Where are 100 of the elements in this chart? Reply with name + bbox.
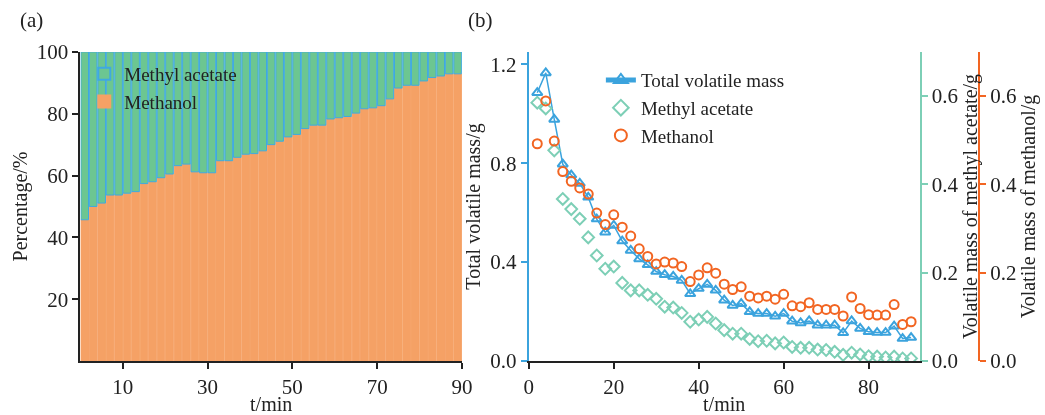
point	[624, 244, 637, 254]
point	[691, 312, 706, 327]
point	[735, 281, 747, 293]
point	[768, 310, 782, 320]
y-tick-label: 100	[36, 40, 69, 65]
x-tick-label: 0	[523, 375, 535, 400]
point	[726, 299, 739, 309]
point	[701, 262, 713, 274]
point	[846, 291, 858, 303]
y-tick-label: 0.0	[490, 349, 517, 374]
point	[794, 317, 807, 327]
x-tick-label: 90	[451, 375, 473, 400]
y-tick-label: 1.2	[490, 52, 517, 77]
point	[836, 327, 850, 337]
point	[564, 202, 579, 216]
legend-label: Methanol	[124, 91, 198, 113]
point	[640, 287, 655, 302]
point	[684, 276, 696, 288]
point	[625, 230, 637, 242]
point	[905, 316, 917, 328]
point	[904, 351, 918, 362]
point	[684, 288, 697, 298]
legend-label: Methanol	[640, 125, 714, 147]
y-tick-label: 0.8	[490, 151, 517, 176]
point	[895, 351, 910, 362]
point	[709, 284, 722, 294]
point	[557, 166, 569, 178]
point	[581, 230, 596, 245]
x-tick-label: 30	[197, 375, 219, 400]
point	[810, 342, 825, 357]
point	[853, 322, 867, 332]
y2-tick-label: 0.2	[931, 261, 959, 286]
y-tick-label: 60	[47, 163, 69, 188]
y-tick-label: 0.4	[490, 250, 518, 275]
y-axis-title: Total volatile mass/g	[462, 123, 486, 290]
point	[565, 175, 577, 187]
point	[531, 138, 543, 150]
y2-tick-label: 0.0	[931, 349, 959, 374]
point	[565, 169, 578, 179]
point	[768, 336, 783, 351]
point	[888, 299, 900, 311]
y-tick-label: 20	[47, 287, 69, 312]
point	[828, 319, 841, 329]
point	[633, 243, 645, 255]
y3-tick-label: 0.2	[990, 261, 1017, 286]
point	[836, 348, 850, 362]
point	[573, 177, 586, 187]
point	[700, 310, 715, 324]
point	[845, 315, 858, 325]
point	[641, 259, 654, 269]
point	[657, 299, 672, 314]
point	[530, 95, 545, 110]
point	[844, 345, 859, 360]
legend-label: Methyl acetate	[640, 98, 754, 120]
point	[693, 269, 705, 281]
point	[778, 288, 790, 300]
point	[743, 306, 756, 316]
point	[616, 221, 628, 233]
y2-axis-title: Volatile mass of methyl acetate/g	[958, 73, 982, 340]
point	[897, 318, 909, 330]
point	[802, 340, 816, 355]
point	[718, 278, 730, 290]
point	[727, 283, 739, 295]
point	[803, 297, 815, 309]
point	[683, 314, 698, 329]
point	[538, 101, 553, 116]
point	[795, 301, 807, 313]
x-tick-label: 70	[366, 375, 388, 400]
point	[590, 213, 603, 223]
point	[591, 207, 603, 219]
chart-title: (b)	[468, 8, 493, 32]
point	[802, 315, 816, 325]
x-tick-label: 20	[603, 375, 625, 400]
y3-axis-title: Volatile mass of methanol/g	[1017, 94, 1041, 319]
point	[820, 303, 832, 315]
point	[649, 291, 664, 306]
y2-tick-label: 0.6	[931, 84, 959, 109]
point	[666, 300, 681, 315]
point	[632, 283, 647, 298]
point	[642, 250, 654, 262]
y3-tick-label: 0.6	[990, 84, 1017, 109]
y-axis-title: Percentage/%	[8, 151, 32, 262]
point	[742, 332, 757, 346]
x-tick-label: 80	[858, 375, 880, 400]
point	[555, 192, 570, 206]
point	[785, 315, 799, 325]
point	[606, 259, 621, 274]
y-tick-label: 40	[47, 225, 69, 250]
point	[811, 319, 824, 329]
point	[589, 248, 604, 263]
point	[667, 270, 680, 280]
point	[793, 340, 808, 355]
point	[812, 303, 824, 315]
point	[556, 158, 569, 168]
point	[572, 211, 587, 226]
point	[574, 182, 586, 194]
point	[819, 319, 833, 329]
x-tick-label: 60	[773, 375, 795, 400]
point	[854, 302, 866, 314]
point	[786, 300, 798, 312]
